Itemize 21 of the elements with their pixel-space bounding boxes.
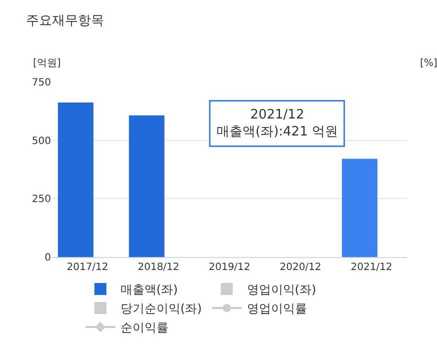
y-tick-label: 250: [32, 194, 51, 206]
y2-axis-title: [%]: [420, 58, 437, 69]
x-tick-label: 2019/12: [208, 262, 250, 273]
x-tick-label: 2018/12: [138, 262, 180, 273]
y-tick-label: 750: [32, 78, 51, 88]
x-tick-label: 2020/12: [280, 262, 322, 273]
y-axis-title: [억원]: [33, 58, 61, 69]
annotation: 2021/12 매출액(좌):421 억원: [216, 108, 338, 140]
legend-label: 영업이익률: [246, 302, 307, 316]
x-tick-label: 2021/12: [350, 262, 392, 273]
chart-title: 주요재무항목: [26, 14, 104, 29]
bar: [342, 158, 378, 257]
legend-label: 영업이익(좌): [246, 282, 316, 297]
legend-label: 당기순이익(좌): [120, 302, 202, 316]
bar: [58, 102, 94, 257]
x-tick-label: 2017/12: [66, 262, 108, 273]
y-tick-label: 500: [32, 136, 51, 147]
legend-label: 순이익률: [120, 320, 168, 335]
y-tick-label: 0: [44, 252, 51, 264]
legend-label: 매출액(좌): [120, 282, 178, 297]
bar: [128, 115, 164, 257]
